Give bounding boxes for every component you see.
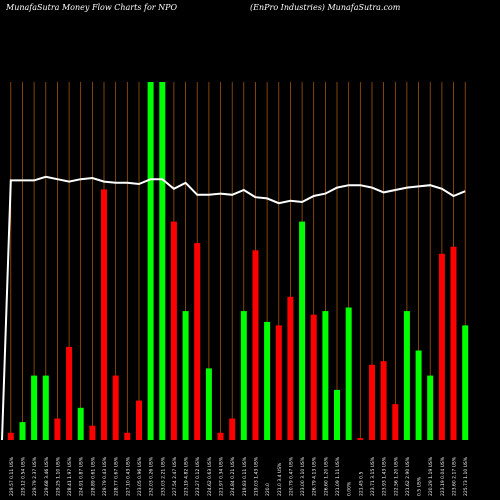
x-tick-label: 220.0 bbox=[265, 483, 271, 496]
x-tick-label: 227.10 0.43 US% bbox=[125, 456, 131, 496]
x-tick-label: 224.91 0.87 US% bbox=[79, 456, 85, 496]
money-flow-bar bbox=[136, 400, 142, 440]
x-tick-label: 220.79 0.47 US% bbox=[288, 456, 294, 496]
x-tick-label: 229.79 0.43 US% bbox=[102, 456, 108, 496]
x-tick-label: 221.62 2.90 US% bbox=[405, 456, 411, 496]
x-tick-label: 223.71 3.15 US% bbox=[370, 456, 376, 496]
money-flow-bar bbox=[264, 321, 271, 440]
money-flow-bar bbox=[252, 250, 259, 440]
x-tick-label: 223.19 0.04 US% bbox=[440, 456, 446, 496]
money-flow-bar bbox=[31, 375, 38, 440]
money-flow-bar bbox=[7, 432, 14, 440]
x-tick-label: 223.05 0.96 US% bbox=[137, 456, 143, 496]
money-flow-bar bbox=[334, 389, 340, 440]
x-tick-label: 223.00 3.10 US% bbox=[300, 456, 306, 496]
money-flow-bar bbox=[380, 361, 387, 440]
money-flow-bar bbox=[427, 375, 434, 440]
money-flow-bar bbox=[19, 422, 26, 440]
x-tick-label: 0.5 US% bbox=[417, 476, 423, 496]
x-tick-label: 229.12 0.54 US% bbox=[21, 456, 27, 496]
money-flow-bar bbox=[42, 375, 49, 440]
x-tick-label: 228.77 0.67 US% bbox=[114, 456, 120, 496]
x-tick-label: 229.25 1.10 US% bbox=[55, 456, 61, 496]
x-tick-label: 219.83 0.11 US% bbox=[242, 456, 248, 496]
x-tick-label: 221.45 0.5 bbox=[358, 472, 364, 496]
x-tick-label: 232.03 0.26 US% bbox=[149, 456, 155, 496]
x-tick-label: 229.57 0.11 US% bbox=[9, 456, 15, 496]
money-flow-bar bbox=[415, 350, 422, 440]
x-tick-label: 219.03 1.43 US% bbox=[254, 456, 260, 496]
money-flow-bar bbox=[275, 325, 282, 440]
money-flow-bar bbox=[182, 311, 189, 440]
x-tick-label: 222.56 1.20 US% bbox=[393, 456, 399, 496]
money-flow-bar bbox=[89, 425, 96, 440]
x-tick-label: 228.41 1.97 US% bbox=[67, 456, 73, 496]
x-tick-label: 224.84 0.21 US% bbox=[230, 456, 236, 496]
money-flow-bar bbox=[124, 432, 131, 440]
x-tick-label: 233.03 2.21 US% bbox=[160, 456, 166, 496]
x-tick-label: 221.97 0.34 US% bbox=[219, 456, 225, 496]
money-flow-bar bbox=[392, 404, 399, 440]
x-tick-label: 221.09 1.11 US% bbox=[335, 456, 341, 496]
x-tick-label: 223.19 4.82 US% bbox=[184, 456, 190, 496]
x-tick-label: 226.60 1.20 US% bbox=[323, 456, 329, 496]
money-flow-bar bbox=[310, 314, 317, 440]
price-line bbox=[1, 175, 466, 441]
money-flow-bars bbox=[7, 82, 469, 440]
money-flow-bar bbox=[287, 296, 294, 440]
money-flow-bar bbox=[403, 311, 410, 440]
money-flow-bar bbox=[462, 325, 469, 440]
money-flow-bar bbox=[66, 346, 73, 440]
money-flow-bar bbox=[205, 368, 212, 440]
x-tick-label: 221.0 3.4 US% bbox=[277, 462, 283, 496]
chart-title-right: (EnPro Industries) MunafaSutra.com bbox=[250, 3, 401, 12]
money-flow-bar bbox=[450, 246, 457, 440]
x-axis-labels: 229.57 0.11 US% 229.12 0.54 US% 229.79 2.3… bbox=[9, 456, 469, 496]
money-flow-bar bbox=[229, 418, 236, 440]
money-flow-bar bbox=[299, 221, 306, 440]
money-flow-bar bbox=[345, 307, 352, 440]
x-tick-label: 223.60 2.17 US% bbox=[452, 456, 458, 496]
money-flow-bar bbox=[101, 189, 107, 440]
x-tick-label: 228.89 0.61 US% bbox=[90, 456, 96, 496]
x-tick-label: 227.54 2.47 US% bbox=[172, 456, 178, 496]
gridlines bbox=[10, 82, 466, 440]
money-flow-bar bbox=[159, 82, 166, 440]
money-flow-bar bbox=[170, 221, 177, 440]
money-flow-bar bbox=[438, 253, 445, 440]
x-tick-label: 223.27 0.12 US% bbox=[195, 456, 201, 496]
x-tick-label: 0.00% bbox=[347, 481, 353, 496]
money-flow-bar bbox=[357, 438, 364, 440]
money-flow-bar bbox=[322, 311, 329, 440]
x-tick-label: 225.73 1.10 US% bbox=[463, 456, 469, 496]
x-tick-label: 223.93 1.43 US% bbox=[382, 456, 388, 496]
x-tick-label: 226.79 4.13 US% bbox=[312, 456, 318, 496]
chart-title-left: MunafaSutra Money Flow Charts for NPO bbox=[6, 3, 178, 12]
x-tick-label: 229.79 2.37 US% bbox=[32, 456, 38, 496]
money-flow-bar bbox=[77, 407, 84, 440]
money-flow-bar bbox=[240, 311, 247, 440]
money-flow-bar bbox=[112, 375, 119, 440]
x-tick-label: 220.29 1.19 US% bbox=[428, 456, 434, 496]
x-tick-label: 224.62 0.63 US% bbox=[207, 456, 213, 496]
money-flow-bar bbox=[194, 243, 201, 440]
money-flow-bar bbox=[369, 364, 375, 440]
x-tick-label: 229.68 3.46 US% bbox=[44, 456, 50, 496]
money-flow-bar bbox=[147, 82, 154, 440]
money-flow-bar bbox=[54, 418, 61, 440]
money-flow-bar bbox=[217, 432, 224, 440]
